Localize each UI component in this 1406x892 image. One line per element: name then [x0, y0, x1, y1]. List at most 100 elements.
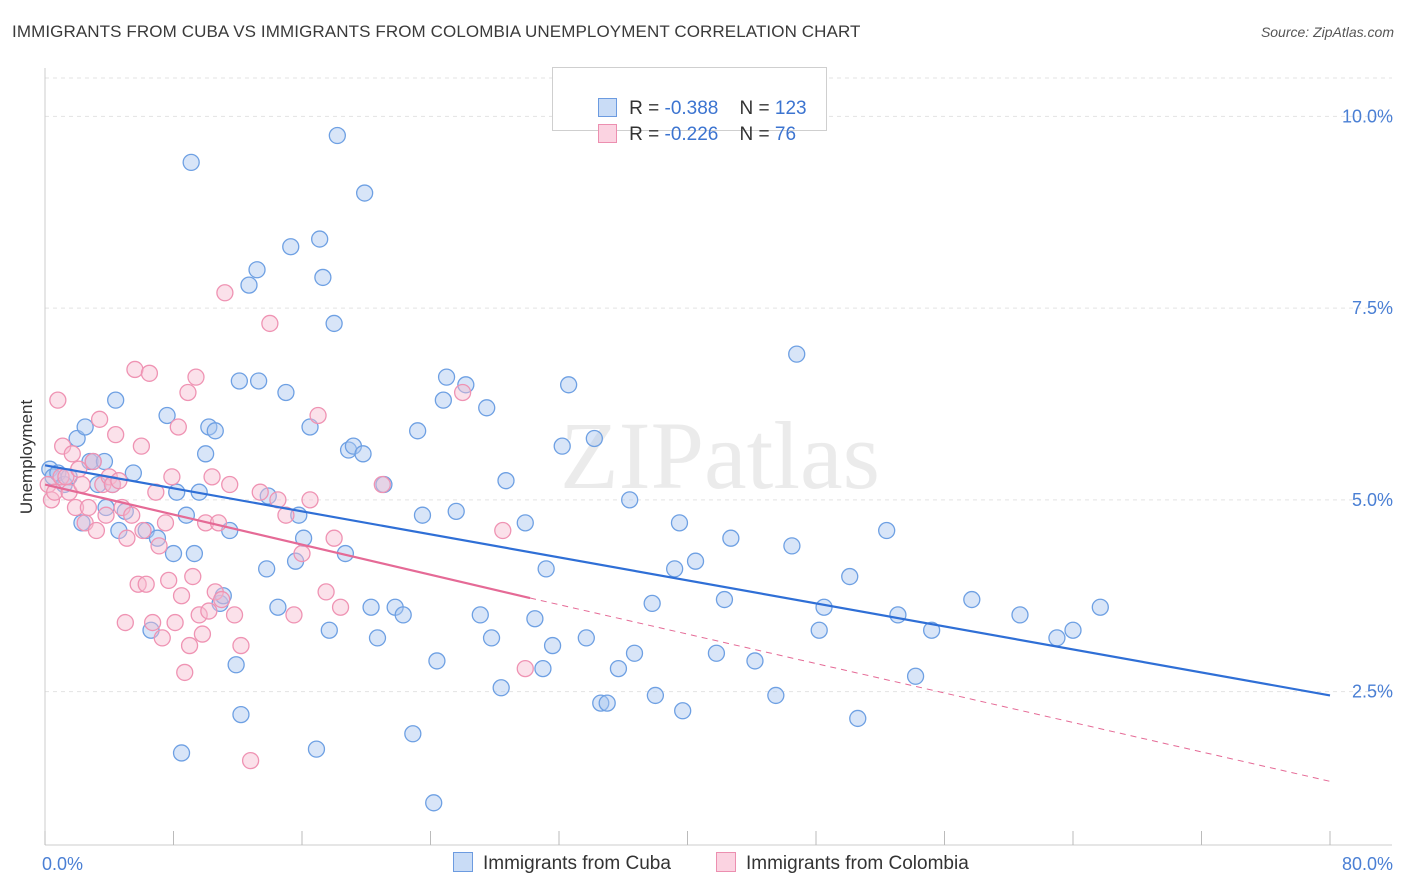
data-point — [674, 702, 692, 720]
data-point — [314, 268, 332, 287]
data-point — [190, 606, 208, 624]
data-point — [172, 744, 191, 762]
data-point — [331, 598, 350, 616]
data-point — [815, 598, 833, 616]
data-point — [90, 410, 109, 428]
data-point — [923, 621, 941, 639]
legend-r-value: -0.226 — [664, 124, 719, 145]
data-point — [1091, 598, 1109, 616]
data-point — [646, 686, 665, 705]
data-point — [169, 418, 187, 436]
data-point — [163, 468, 181, 486]
data-point — [285, 606, 303, 624]
data-point — [66, 498, 85, 517]
data-point — [172, 587, 191, 605]
data-point — [118, 529, 136, 547]
data-point — [453, 383, 472, 402]
data-point — [425, 794, 443, 812]
data-point — [107, 426, 125, 444]
data-point — [213, 590, 231, 609]
data-point — [715, 590, 734, 609]
data-point — [143, 613, 162, 632]
data-point — [134, 521, 152, 540]
data-point — [394, 606, 412, 624]
data-point — [49, 391, 67, 409]
data-point — [261, 314, 279, 333]
data-point — [686, 552, 705, 570]
tick-labels: 2.5% 5.0% 7.5% 10.0% 0.0% 80.0% — [42, 106, 1393, 874]
data-point — [140, 364, 159, 382]
data-point — [559, 376, 578, 394]
data-point — [534, 659, 552, 678]
data-point — [328, 126, 346, 145]
data-point — [73, 475, 91, 494]
bottom-legend-cuba: Immigrants from Cuba — [453, 852, 671, 875]
data-point — [447, 502, 465, 521]
data-point — [137, 575, 155, 593]
y-tick-label: 10.0% — [1342, 106, 1393, 126]
bottom-legend-swatch-cuba — [453, 852, 473, 872]
data-point — [184, 567, 202, 586]
data-point — [320, 621, 338, 639]
data-point — [471, 606, 489, 624]
data-point — [225, 606, 244, 624]
data-point — [227, 656, 245, 674]
data-point — [577, 629, 595, 647]
data-point — [176, 663, 194, 682]
bottom-legend-colombia: Immigrants from Colombia — [716, 852, 969, 875]
data-point — [810, 621, 828, 639]
data-point — [107, 391, 125, 409]
data-point — [707, 644, 726, 662]
data-point — [317, 583, 335, 601]
data-point — [156, 514, 175, 532]
trend-line-extension — [529, 597, 1331, 782]
data-point — [516, 659, 534, 678]
data-point — [963, 590, 981, 609]
data-point — [180, 636, 199, 655]
data-point — [158, 406, 176, 425]
data-point — [609, 659, 628, 678]
legend-swatch-colombia — [598, 124, 618, 143]
data-point — [849, 709, 867, 728]
data-point — [196, 445, 215, 463]
data-point — [206, 422, 224, 440]
data-point — [97, 506, 115, 524]
data-point — [537, 560, 555, 578]
data-point — [150, 537, 168, 555]
data-point — [598, 694, 616, 712]
data-point — [240, 276, 258, 294]
data-point — [126, 360, 144, 379]
data-point — [788, 345, 806, 363]
data-point — [373, 475, 391, 494]
data-point — [179, 383, 197, 402]
data-point — [889, 606, 907, 624]
data-point — [277, 383, 295, 402]
data-point — [767, 686, 785, 705]
data-point — [354, 445, 372, 463]
data-point — [413, 506, 432, 524]
axes — [44, 68, 1392, 846]
data-point — [187, 368, 205, 386]
data-point — [906, 667, 925, 685]
data-point — [362, 598, 380, 616]
data-point — [1011, 606, 1029, 624]
data-point — [309, 406, 327, 425]
data-point — [325, 314, 343, 333]
bottom-legend-label-colombia: Immigrants from Colombia — [746, 853, 969, 874]
data-point — [251, 483, 269, 501]
data-point — [160, 571, 178, 590]
data-point — [70, 460, 88, 478]
data-point — [203, 468, 221, 486]
data-point — [293, 544, 311, 563]
data-point — [87, 521, 106, 540]
data-point — [841, 567, 859, 586]
data-point — [585, 429, 603, 448]
x-tick-label-max: 80.0% — [1342, 854, 1393, 874]
legend-r-label: R = — [629, 98, 665, 119]
data-point — [241, 751, 260, 770]
data-point — [478, 399, 496, 417]
data-point — [404, 725, 422, 743]
data-point — [277, 506, 295, 524]
data-point — [232, 705, 250, 724]
